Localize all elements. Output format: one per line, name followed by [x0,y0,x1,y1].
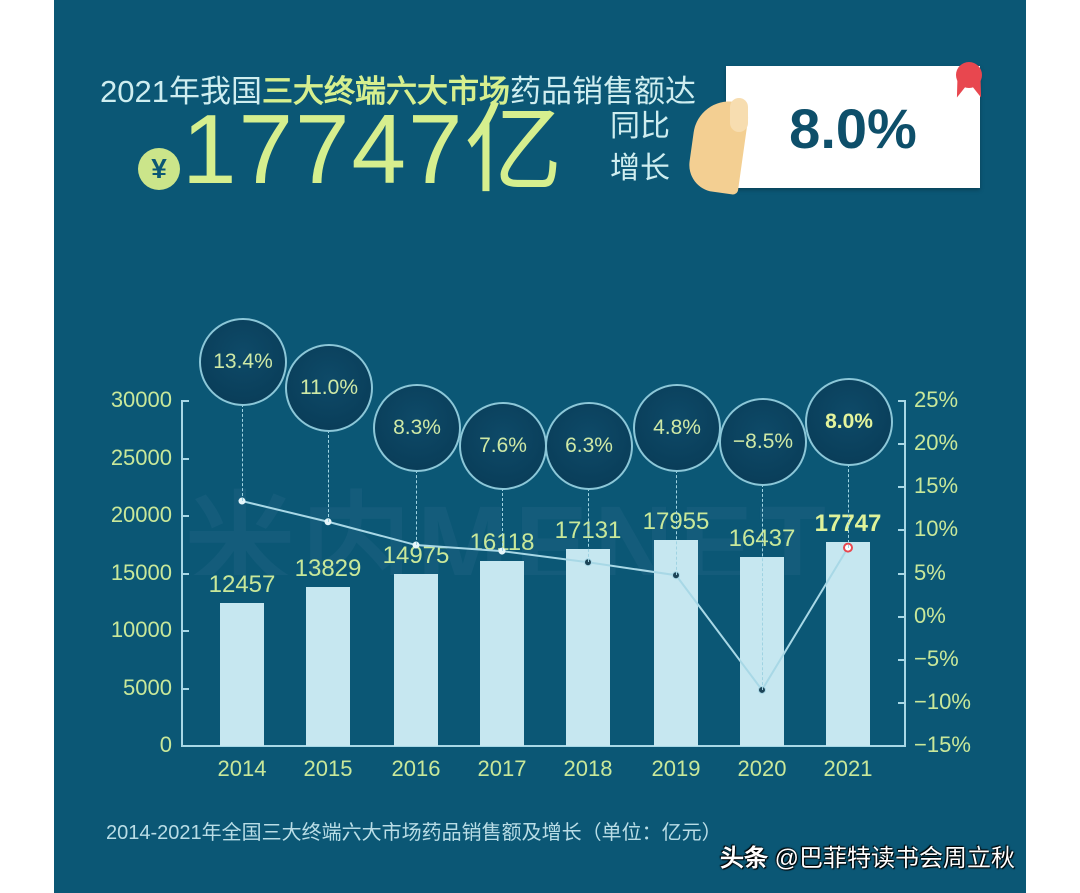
x-axis [181,745,906,747]
x-axis-label: 2015 [303,756,353,781]
headline: 2021年我国三大终端六大市场药品销售额达 [100,66,696,111]
bar-2017 [480,560,524,746]
right-axis-label: −10% [914,688,971,714]
growth-bubble-2014: 13.4% [199,318,287,406]
yoy-label-line1: 同比 [610,110,670,143]
right-axis-label: 0% [914,602,946,628]
growth-bubble-2015: 11.0% [285,344,373,432]
growth-bubble-2018: 6.3% [545,402,633,490]
bar-2014 [220,602,264,746]
left-axis-label: 20000 [110,502,172,527]
x-axis-label: 2017 [477,756,527,781]
growth-bubble-2016: 8.3% [373,384,461,472]
left-axis-label: 25000 [110,444,172,470]
right-axis-tick [898,615,906,618]
growth-point [412,541,420,549]
background-watermark: 米内MENET [185,484,832,575]
growth-card: 8.0% [726,66,980,188]
yoy-label-line2: 增长 [610,152,670,185]
growth-point [498,547,506,555]
left-axis-tick [181,745,189,747]
right-axis-label: 25% [914,387,959,412]
credit-source: 头条 [720,845,768,872]
right-axis-tick [898,486,906,489]
right-axis-label: 15% [914,473,959,499]
award-ribbon-icon [956,62,982,88]
bubble-connector [416,470,417,546]
left-axis-label: 5000 [123,674,172,700]
growth-bubble-2020: −8.5% [719,398,807,486]
bar-value-label: 13829 [294,554,362,582]
right-axis-tick [898,443,906,446]
right-axis-label: 5% [914,559,946,585]
chart-caption: 2014-2021年全国三大终端六大市场药品销售额及增长（单位：亿元） [106,822,722,844]
left-axis-label: 10000 [110,617,172,642]
right-axis-label: −15% [914,732,971,757]
x-axis-label: 2019 [651,756,701,781]
headline-highlight: 三大终端六大市场 [261,74,510,109]
bubble-connector [762,484,763,690]
growth-bubble-2017: 7.6% [459,402,547,490]
headline-prefix: 2021年我国 [100,74,262,109]
left-axis-tick [181,457,189,460]
right-axis-tick [898,745,906,747]
right-axis-tick [898,701,906,704]
bar-value-label: 12457 [208,570,276,598]
yen-icon: ¥ [138,148,180,190]
growth-card-value: 8.0% [789,97,917,160]
growth-bubble-2019: 4.8% [633,384,721,472]
thumb-icon [730,98,748,132]
right-axis-label: 20% [914,430,959,456]
bubble-connector [502,488,503,552]
right-axis-tick [898,572,906,575]
bubble-connector [242,404,243,502]
left-axis-tick [181,572,189,575]
left-axis-tick [181,400,189,402]
source-credit: 头条 @巴菲特读书会周立秋 [720,838,1015,873]
credit-author: @巴菲特读书会周立秋 [774,845,1016,872]
bar-2015 [306,586,350,746]
x-axis-label: 2016 [391,756,441,781]
left-axis-label: 30000 [110,387,172,412]
headline-suffix: 药品销售额达 [509,74,696,109]
bubble-connector [328,430,329,522]
bar-2018 [566,548,610,746]
x-axis-label: 2014 [217,756,267,781]
bar-2016 [394,573,438,746]
right-axis-tick [898,400,906,402]
bubble-connector [676,470,677,576]
growth-point [324,518,332,526]
x-axis-label: 2021 [823,756,873,781]
left-axis-label: 0 [159,732,172,757]
growth-bubble-2021: 8.0% [805,378,893,466]
left-axis-label: 15000 [110,559,172,585]
right-axis-label: 10% [914,516,959,542]
bubble-connector [588,488,589,563]
bubble-connector [848,464,849,548]
total-sales-value: 17747亿 [182,94,565,204]
x-axis-label: 2018 [563,756,613,781]
right-axis-tick [898,658,906,661]
growth-point [238,497,246,505]
x-axis-label: 2020 [737,756,787,781]
left-axis-tick [181,515,189,517]
right-axis-tick [898,529,906,532]
left-axis-tick [181,630,189,632]
right-axis-label: −5% [914,645,959,671]
left-axis-tick [181,687,189,690]
bar-2021 [826,541,870,746]
yoy-label: 同比 增长 [610,106,682,190]
